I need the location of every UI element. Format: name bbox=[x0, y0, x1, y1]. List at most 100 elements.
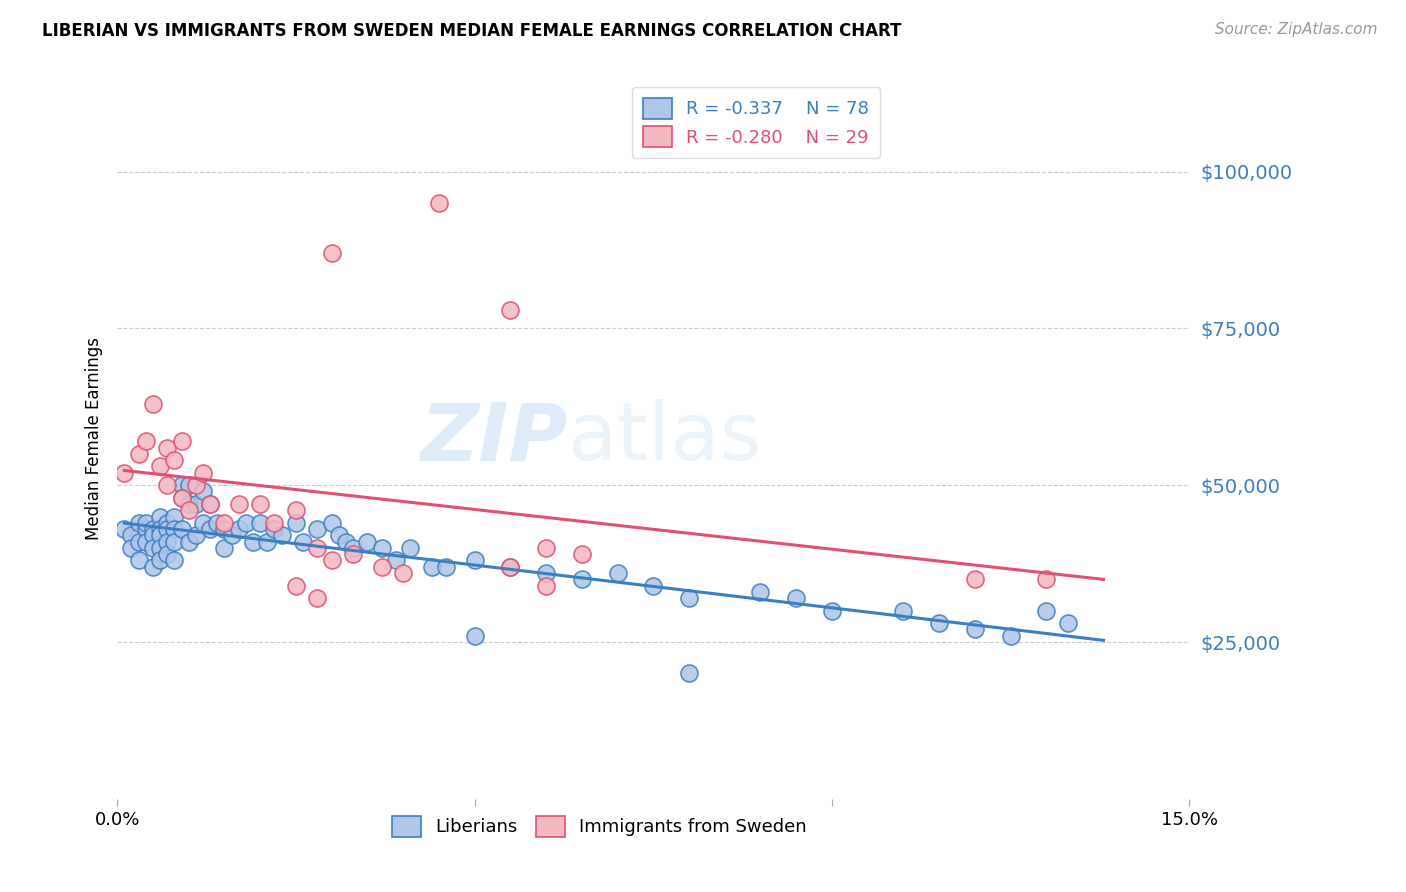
Point bbox=[1000, 629, 1022, 643]
Point bbox=[170, 434, 193, 449]
Point bbox=[177, 478, 200, 492]
Point bbox=[191, 516, 214, 530]
Point bbox=[434, 559, 457, 574]
Point bbox=[370, 559, 392, 574]
Point bbox=[128, 447, 150, 461]
Point bbox=[163, 453, 186, 467]
Point bbox=[163, 553, 186, 567]
Point bbox=[170, 478, 193, 492]
Point bbox=[249, 497, 271, 511]
Point bbox=[893, 604, 915, 618]
Point bbox=[142, 559, 165, 574]
Text: ZIP: ZIP bbox=[420, 399, 568, 477]
Point bbox=[177, 497, 200, 511]
Point bbox=[370, 541, 392, 555]
Point bbox=[821, 604, 844, 618]
Point bbox=[307, 541, 329, 555]
Point bbox=[177, 503, 200, 517]
Point bbox=[1035, 572, 1057, 586]
Point bbox=[149, 541, 172, 555]
Point bbox=[534, 578, 557, 592]
Point bbox=[214, 516, 236, 530]
Point bbox=[385, 553, 408, 567]
Point bbox=[177, 534, 200, 549]
Point bbox=[399, 541, 422, 555]
Point bbox=[112, 522, 135, 536]
Point bbox=[156, 522, 179, 536]
Point bbox=[342, 547, 364, 561]
Text: Source: ZipAtlas.com: Source: ZipAtlas.com bbox=[1215, 22, 1378, 37]
Point bbox=[606, 566, 628, 580]
Point bbox=[392, 566, 415, 580]
Point bbox=[785, 591, 807, 606]
Point bbox=[135, 534, 157, 549]
Point bbox=[356, 534, 378, 549]
Point bbox=[184, 528, 207, 542]
Point bbox=[142, 541, 165, 555]
Point bbox=[1056, 616, 1078, 631]
Point bbox=[321, 553, 343, 567]
Point bbox=[307, 591, 329, 606]
Point bbox=[149, 553, 172, 567]
Point bbox=[142, 522, 165, 536]
Point bbox=[135, 516, 157, 530]
Point bbox=[170, 491, 193, 505]
Point bbox=[256, 534, 278, 549]
Point bbox=[284, 503, 307, 517]
Point bbox=[749, 584, 772, 599]
Point bbox=[242, 534, 264, 549]
Point bbox=[170, 522, 193, 536]
Point bbox=[928, 616, 950, 631]
Point bbox=[191, 466, 214, 480]
Y-axis label: Median Female Earnings: Median Female Earnings bbox=[86, 336, 103, 540]
Point bbox=[534, 541, 557, 555]
Point bbox=[149, 459, 172, 474]
Point bbox=[678, 666, 700, 681]
Point bbox=[214, 522, 236, 536]
Point bbox=[128, 516, 150, 530]
Text: LIBERIAN VS IMMIGRANTS FROM SWEDEN MEDIAN FEMALE EARNINGS CORRELATION CHART: LIBERIAN VS IMMIGRANTS FROM SWEDEN MEDIA… bbox=[42, 22, 901, 40]
Point bbox=[321, 516, 343, 530]
Point bbox=[328, 528, 350, 542]
Point bbox=[198, 497, 221, 511]
Point bbox=[156, 547, 179, 561]
Point bbox=[135, 522, 157, 536]
Point bbox=[163, 509, 186, 524]
Point bbox=[170, 491, 193, 505]
Point bbox=[235, 516, 257, 530]
Point bbox=[121, 541, 143, 555]
Point bbox=[214, 541, 236, 555]
Point bbox=[534, 566, 557, 580]
Point bbox=[284, 578, 307, 592]
Point bbox=[156, 516, 179, 530]
Point bbox=[342, 541, 364, 555]
Legend: Liberians, Immigrants from Sweden: Liberians, Immigrants from Sweden bbox=[385, 809, 814, 844]
Point bbox=[420, 559, 443, 574]
Point bbox=[149, 509, 172, 524]
Point bbox=[963, 623, 986, 637]
Point bbox=[156, 534, 179, 549]
Point bbox=[112, 466, 135, 480]
Point bbox=[571, 547, 593, 561]
Point bbox=[228, 522, 250, 536]
Point bbox=[499, 559, 522, 574]
Point bbox=[156, 441, 179, 455]
Point bbox=[149, 522, 172, 536]
Point bbox=[207, 516, 229, 530]
Point bbox=[1035, 604, 1057, 618]
Point bbox=[184, 497, 207, 511]
Point bbox=[427, 195, 450, 210]
Point bbox=[156, 478, 179, 492]
Point bbox=[307, 522, 329, 536]
Point bbox=[163, 522, 186, 536]
Point bbox=[335, 534, 357, 549]
Point bbox=[142, 397, 165, 411]
Point bbox=[228, 497, 250, 511]
Point bbox=[643, 578, 665, 592]
Point bbox=[263, 516, 285, 530]
Point bbox=[263, 522, 285, 536]
Text: atlas: atlas bbox=[568, 399, 762, 477]
Point bbox=[191, 484, 214, 499]
Point bbox=[678, 591, 700, 606]
Point bbox=[249, 516, 271, 530]
